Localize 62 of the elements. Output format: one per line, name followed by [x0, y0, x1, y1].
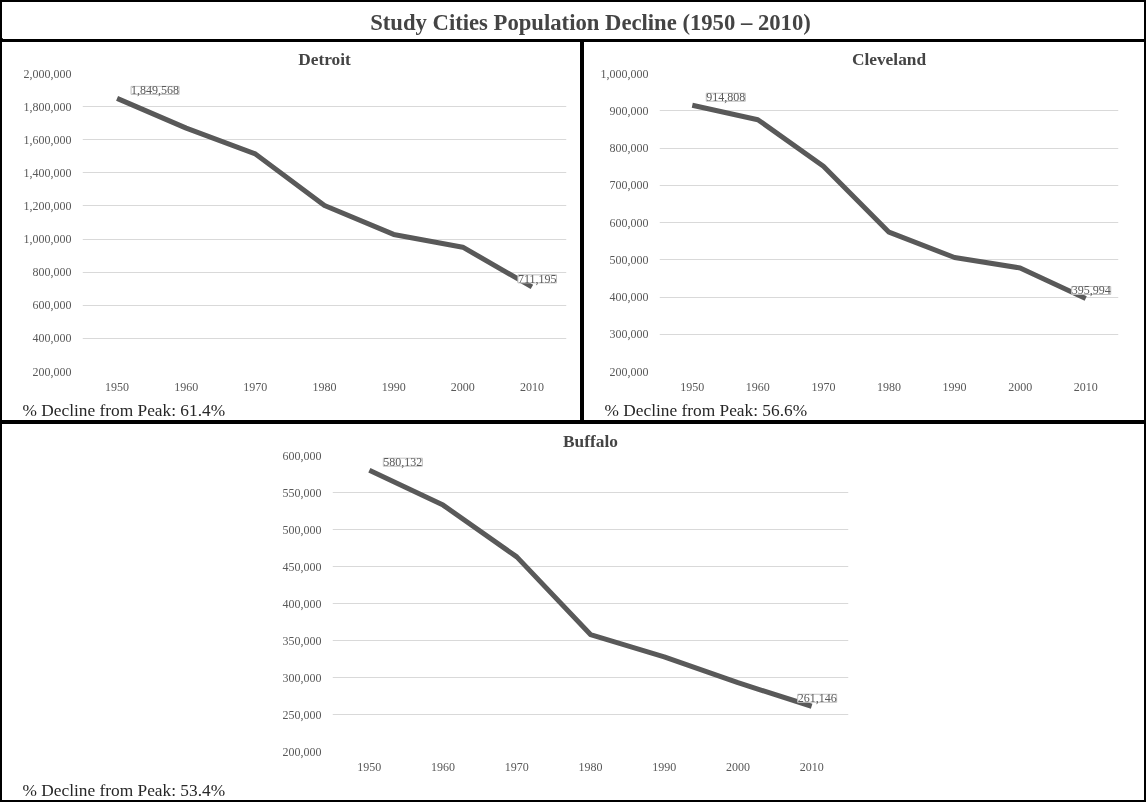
x-tick-label: 1980 — [312, 379, 337, 394]
y-tick-label: 900,000 — [609, 103, 649, 118]
y-tick-label: 800,000 — [609, 141, 649, 155]
y-tick-label: 400,000 — [32, 331, 72, 346]
data-label: 261,146 — [797, 691, 837, 706]
x-tick-label: 1950 — [680, 379, 705, 394]
x-tick-label: 2000 — [725, 759, 750, 774]
x-tick-label: 1980 — [877, 379, 901, 394]
x-tick-label: 2000 — [450, 379, 475, 394]
y-tick-label: 450,000 — [282, 559, 322, 574]
y-tick-label: 1,400,000 — [23, 165, 72, 180]
y-tick-label: 200,000 — [32, 364, 72, 379]
y-tick-label: 2,000,000 — [23, 66, 72, 81]
text: % Decline from Peak: 56.6% — [604, 400, 808, 420]
x-tick-label: 1960 — [745, 379, 770, 394]
y-tick-label: 600,000 — [32, 298, 72, 313]
y-tick-label: 500,000 — [282, 522, 322, 537]
data-label: 580,132 — [383, 455, 423, 470]
text: % Decline from Peak: 61.4% — [22, 400, 226, 420]
y-tick-label: 300,000 — [282, 670, 322, 685]
data-label: 1,849,568 — [131, 83, 180, 98]
x-tick-label: 2010 — [1073, 379, 1098, 394]
x-tick-label: 1990 — [652, 759, 677, 774]
x-tick-label: 1970 — [811, 379, 836, 394]
data-label: 914,808 — [706, 90, 746, 105]
x-tick-label: 1960 — [431, 759, 456, 774]
x-tick-label: 2010 — [519, 379, 544, 394]
y-tick-label: 1,200,000 — [23, 198, 72, 213]
y-tick-label: 250,000 — [282, 707, 322, 722]
x-tick-label: 1950 — [357, 759, 382, 774]
y-tick-label: 600,000 — [609, 215, 649, 230]
x-tick-label: 1990 — [942, 379, 967, 394]
x-tick-label: 1990 — [381, 379, 406, 394]
y-tick-label: 550,000 — [282, 485, 322, 500]
y-tick-label: 1,800,000 — [23, 99, 72, 114]
data-label: 395,994 — [1071, 283, 1111, 298]
chart-title: Buffalo — [563, 431, 618, 451]
y-tick-label: 350,000 — [282, 633, 322, 648]
y-tick-label: 1,000,000 — [600, 66, 649, 81]
x-tick-label: 1970 — [243, 379, 268, 394]
y-tick-label: 200,000 — [609, 364, 649, 379]
data-label: 711,195 — [517, 271, 557, 286]
x-tick-label: 1950 — [105, 379, 130, 394]
y-tick-label: 600,000 — [282, 448, 322, 463]
y-tick-label: 800,000 — [32, 265, 72, 280]
x-tick-label: 2000 — [1008, 379, 1033, 394]
y-tick-label: 300,000 — [609, 327, 649, 342]
y-tick-label: 1,600,000 — [23, 132, 72, 147]
y-tick-label: 400,000 — [609, 290, 649, 304]
y-tick-label: 500,000 — [609, 252, 649, 267]
text: % Decline from Peak: 53.4% — [22, 780, 226, 800]
x-tick-label: 1970 — [504, 759, 529, 774]
x-tick-label: 2010 — [799, 759, 824, 774]
chart-title: Cleveland — [851, 49, 927, 69]
x-tick-label: 1960 — [174, 379, 199, 394]
y-tick-label: 700,000 — [609, 178, 649, 193]
y-tick-label: 1,000,000 — [23, 232, 72, 247]
y-tick-label: 400,000 — [282, 596, 322, 611]
x-tick-label: 1980 — [578, 759, 603, 774]
y-tick-label: 200,000 — [282, 744, 322, 759]
chart-title: Detroit — [298, 49, 352, 69]
text: Study Cities Population Decline (1950 – 2010) — [370, 9, 811, 35]
